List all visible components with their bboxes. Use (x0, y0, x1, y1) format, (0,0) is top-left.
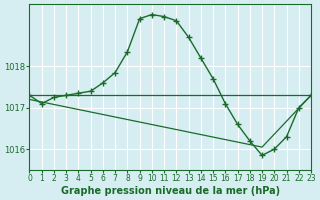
X-axis label: Graphe pression niveau de la mer (hPa): Graphe pression niveau de la mer (hPa) (61, 186, 280, 196)
